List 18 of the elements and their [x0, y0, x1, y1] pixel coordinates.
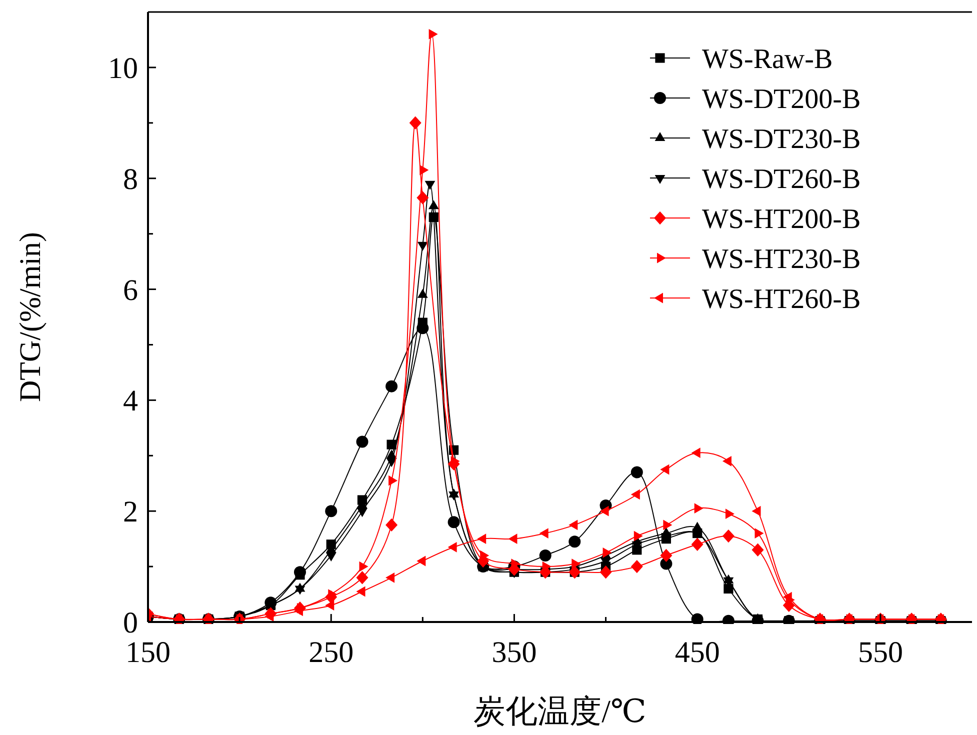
legend-label: WS-DT230-B	[702, 124, 861, 155]
legend-label: WS-Raw-B	[702, 44, 833, 75]
legend-label: WS-DT260-B	[702, 164, 861, 195]
y-axis-title: DTG/(%/min)	[14, 232, 47, 402]
legend-label: WS-HT200-B	[702, 204, 861, 235]
x-tick-label: 450	[674, 636, 720, 669]
x-axis-title: 炭化温度/℃	[474, 693, 646, 729]
x-tick-label: 550	[858, 636, 903, 669]
y-tick-label: 4	[123, 384, 138, 418]
x-tick-label: 350	[492, 636, 537, 669]
x-tick-label: 250	[308, 636, 354, 669]
y-tick-label: 8	[123, 162, 138, 196]
legend-label: WS-HT230-B	[702, 244, 861, 275]
legend-label: WS-HT260-B	[702, 284, 861, 315]
legend-label: WS-DT200-B	[702, 84, 861, 115]
y-tick-label: 2	[123, 496, 138, 529]
y-tick-label: 6	[123, 274, 138, 307]
y-tick-label: 10	[108, 52, 138, 85]
